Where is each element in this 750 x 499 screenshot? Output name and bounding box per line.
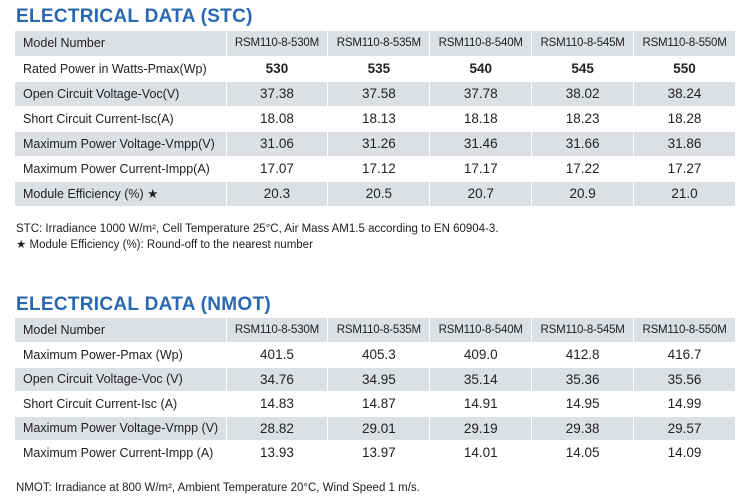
stc-row-vmpp: Maximum Power Voltage-Vmpp(V) 31.06 31.2…: [15, 131, 736, 157]
row-label: Maximum Power Current-Impp (A): [15, 440, 227, 466]
nmot-section-title: ELECTRICAL DATA (NMOT): [16, 294, 271, 315]
stc-row-isc: Short Circuit Current-Isc(A) 18.08 18.13…: [15, 106, 736, 132]
cell-value: 416.7: [633, 342, 736, 368]
cell-value: 550: [633, 56, 736, 82]
cell-value: 31.46: [429, 131, 533, 157]
cell-value: 20.3: [226, 181, 329, 207]
cell-value: 17.22: [531, 156, 635, 182]
cell-value: 37.58: [327, 81, 431, 107]
cell-value: 17.17: [429, 156, 533, 182]
cell-value: 14.99: [633, 391, 736, 417]
stc-section-title: ELECTRICAL DATA (STC): [16, 6, 253, 27]
cell-value: 18.13: [327, 106, 431, 132]
nmot-table: Model Number RSM110-8-530M RSM110-8-535M…: [15, 318, 736, 466]
stc-row-efficiency: Module Efficiency (%) ★ 20.3 20.5 20.7 2…: [15, 181, 736, 207]
cell-value: 20.7: [429, 181, 533, 207]
cell-value: 35.56: [633, 367, 736, 392]
stc-model-col-1: RSM110-8-530M: [226, 31, 329, 57]
row-label: Maximum Power Voltage-Vmpp(V): [15, 131, 227, 157]
row-label: Open Circuit Voltage-Voc (V): [15, 367, 227, 392]
stc-row-voc: Open Circuit Voltage-Voc(V) 37.38 37.58 …: [15, 81, 736, 107]
cell-value: 31.66: [531, 131, 635, 157]
cell-value: 545: [531, 56, 635, 82]
cell-value: 29.19: [429, 416, 533, 441]
stc-table: Model Number RSM110-8-530M RSM110-8-535M…: [15, 31, 736, 207]
nmot-model-col-3: RSM110-8-540M: [429, 318, 533, 343]
cell-value: 13.97: [327, 440, 431, 466]
row-label: Short Circuit Current-Isc(A): [15, 106, 227, 132]
cell-value: 17.12: [327, 156, 431, 182]
stc-header-row: Model Number RSM110-8-530M RSM110-8-535M…: [15, 31, 736, 57]
stc-row-impp: Maximum Power Current-Impp(A) 17.07 17.1…: [15, 156, 736, 182]
cell-value: 29.57: [633, 416, 736, 441]
cell-value: 412.8: [531, 342, 635, 368]
cell-value: 29.01: [327, 416, 431, 441]
cell-value: 401.5: [226, 342, 329, 368]
cell-value: 38.02: [531, 81, 635, 107]
cell-value: 540: [429, 56, 533, 82]
nmot-row-voc: Open Circuit Voltage-Voc (V) 34.76 34.95…: [15, 367, 736, 392]
cell-value: 14.91: [429, 391, 533, 417]
cell-value: 14.83: [226, 391, 329, 417]
cell-value: 535: [327, 56, 431, 82]
nmot-header-label: Model Number: [15, 318, 227, 343]
cell-value: 530: [226, 56, 329, 82]
nmot-model-col-2: RSM110-8-535M: [327, 318, 431, 343]
row-label: Open Circuit Voltage-Voc(V): [15, 81, 227, 107]
stc-header-label: Model Number: [15, 31, 227, 57]
stc-model-col-4: RSM110-8-545M: [531, 31, 635, 57]
stc-footnote: STC: Irradiance 1000 W/m², Cell Temperat…: [16, 223, 499, 235]
stc-model-col-5: RSM110-8-550M: [633, 31, 736, 57]
cell-value: 37.38: [226, 81, 329, 107]
stc-model-col-3: RSM110-8-540M: [429, 31, 533, 57]
nmot-model-col-5: RSM110-8-550M: [633, 318, 736, 343]
cell-value: 31.86: [633, 131, 736, 157]
cell-value: 14.01: [429, 440, 533, 466]
nmot-footnote: NMOT: Irradiance at 800 W/m², Ambient Te…: [16, 482, 420, 494]
cell-value: 13.93: [226, 440, 329, 466]
nmot-row-impp: Maximum Power Current-Impp (A) 13.93 13.…: [15, 440, 736, 466]
row-label: Maximum Power-Pmax (Wp): [15, 342, 227, 368]
row-label: Maximum Power Voltage-Vmpp (V): [15, 416, 227, 441]
stc-row-rated-power: Rated Power in Watts-Pmax(Wp) 530 535 54…: [15, 56, 736, 82]
nmot-row-pmax: Maximum Power-Pmax (Wp) 401.5 405.3 409.…: [15, 342, 736, 368]
nmot-model-col-1: RSM110-8-530M: [226, 318, 329, 343]
cell-value: 14.09: [633, 440, 736, 466]
row-label: Maximum Power Current-Impp(A): [15, 156, 227, 182]
cell-value: 18.28: [633, 106, 736, 132]
row-label: Module Efficiency (%) ★: [15, 181, 227, 207]
row-label: Short Circuit Current-Isc (A): [15, 391, 227, 417]
cell-value: 14.87: [327, 391, 431, 417]
cell-value: 34.76: [226, 367, 329, 392]
efficiency-footnote: ★ Module Efficiency (%): Round-off to th…: [16, 239, 313, 251]
cell-value: 14.05: [531, 440, 635, 466]
nmot-row-isc: Short Circuit Current-Isc (A) 14.83 14.8…: [15, 391, 736, 417]
stc-model-col-2: RSM110-8-535M: [327, 31, 431, 57]
nmot-header-row: Model Number RSM110-8-530M RSM110-8-535M…: [15, 318, 736, 343]
cell-value: 18.18: [429, 106, 533, 132]
cell-value: 18.23: [531, 106, 635, 132]
cell-value: 28.82: [226, 416, 329, 441]
row-label: Rated Power in Watts-Pmax(Wp): [15, 56, 227, 82]
cell-value: 405.3: [327, 342, 431, 368]
cell-value: 31.06: [226, 131, 329, 157]
cell-value: 17.27: [633, 156, 736, 182]
cell-value: 38.24: [633, 81, 736, 107]
cell-value: 409.0: [429, 342, 533, 368]
cell-value: 35.14: [429, 367, 533, 392]
cell-value: 34.95: [327, 367, 431, 392]
cell-value: 35.36: [531, 367, 635, 392]
cell-value: 29.38: [531, 416, 635, 441]
cell-value: 18.08: [226, 106, 329, 132]
cell-value: 31.26: [327, 131, 431, 157]
nmot-model-col-4: RSM110-8-545M: [531, 318, 635, 343]
nmot-row-vmpp: Maximum Power Voltage-Vmpp (V) 28.82 29.…: [15, 416, 736, 441]
cell-value: 20.9: [531, 181, 635, 207]
cell-value: 20.5: [327, 181, 431, 207]
cell-value: 14.95: [531, 391, 635, 417]
cell-value: 37.78: [429, 81, 533, 107]
cell-value: 17.07: [226, 156, 329, 182]
cell-value: 21.0: [633, 181, 736, 207]
